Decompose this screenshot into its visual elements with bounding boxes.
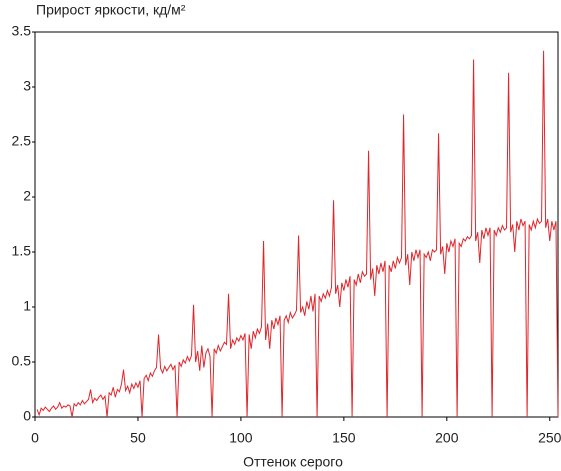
y-tick-label: 0.5 xyxy=(12,353,32,369)
y-tick-label: 3 xyxy=(23,78,31,94)
y-tick-label: 2.5 xyxy=(12,133,32,149)
y-tick-label: 0 xyxy=(23,408,31,424)
x-tick-label: 250 xyxy=(538,430,561,446)
x-tick-label: 200 xyxy=(435,430,459,446)
y-tick-label: 3.5 xyxy=(12,23,32,39)
chart-title: Прирост яркости, кд/м² xyxy=(36,2,186,18)
x-tick-label: 0 xyxy=(31,430,39,446)
data-line xyxy=(36,50,559,418)
x-tick-label: 150 xyxy=(332,430,356,446)
x-axis-label: Оттенок серого xyxy=(243,454,343,470)
plot-frame xyxy=(34,31,559,418)
x-tick-label: 100 xyxy=(229,430,253,446)
y-tick-label: 1 xyxy=(23,298,31,314)
x-tick-label: 50 xyxy=(130,430,146,446)
y-tick-label: 2 xyxy=(23,188,31,204)
y-tick-label: 1.5 xyxy=(12,243,32,259)
